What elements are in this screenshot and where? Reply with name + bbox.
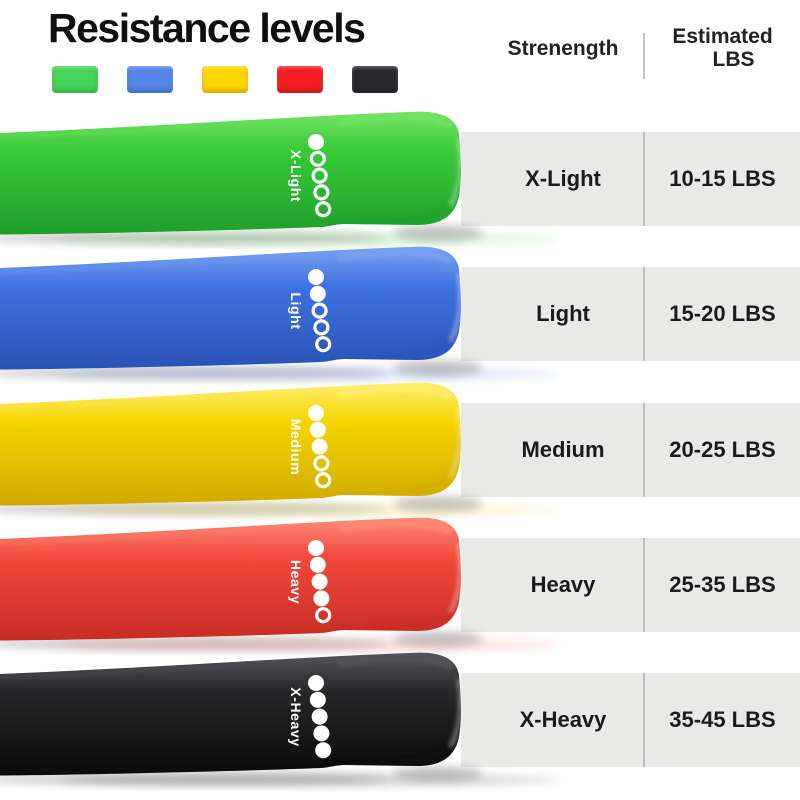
resistance-band-light: Light: [0, 246, 560, 381]
resistance-band-x-heavy: X-Heavy: [0, 652, 560, 787]
lbs-cell: 25-35 LBS: [669, 572, 776, 597]
band-curl-shadow: [393, 225, 483, 241]
band-curl-shadow: [393, 631, 483, 647]
level-dot-filled: [309, 285, 326, 302]
row-divider: [643, 267, 645, 361]
resistance-band-x-light: X-Light: [0, 111, 560, 246]
level-dot-empty: [313, 184, 330, 201]
swatch-red: [277, 66, 323, 93]
band-curl-shadow: [393, 360, 483, 376]
level-dot-filled: [308, 405, 324, 421]
level-dot-filled: [313, 725, 330, 742]
level-dot-empty: [315, 607, 332, 624]
page-title: Resistance levels: [48, 5, 366, 51]
level-dot-empty: [315, 201, 332, 218]
level-dot-filled: [308, 134, 324, 150]
band-label: Heavy: [288, 560, 304, 604]
column-header-estimated-lbs: Estimated LBS: [645, 25, 800, 71]
level-dot-empty: [313, 319, 330, 336]
strength-cell: Light: [536, 301, 590, 326]
level-dot-filled: [315, 742, 332, 759]
band-label: Medium: [288, 419, 304, 476]
level-dot-filled: [311, 573, 328, 590]
strength-cell: Medium: [521, 437, 605, 462]
table-row: Heavy 25-35 LBS: [461, 538, 800, 632]
band-body: [0, 652, 461, 776]
level-dot-filled: [309, 556, 326, 573]
level-dot-empty: [311, 167, 328, 184]
column-header-estimated-line1: Estimated: [672, 25, 773, 48]
level-dot-filled: [309, 421, 326, 438]
column-header-strength: Strenength: [507, 37, 619, 60]
band-label: X-Light: [288, 150, 304, 202]
level-dot-empty: [309, 150, 326, 167]
band-body: [0, 517, 461, 641]
resistance-band-heavy: Heavy: [0, 517, 560, 652]
swatch-yellow: [202, 66, 248, 93]
swatch-green: [52, 66, 98, 93]
band-curl-shadow: [393, 766, 483, 782]
lbs-cell: 20-25 LBS: [669, 437, 776, 462]
strength-cell: X-Light: [525, 166, 601, 191]
lbs-cell: 15-20 LBS: [669, 301, 776, 326]
level-dot-filled: [311, 438, 328, 455]
table-row: Light 15-20 LBS: [461, 267, 800, 361]
row-divider: [643, 673, 645, 767]
table-row: X-Light 10-15 LBS: [461, 132, 800, 226]
lbs-cell: 10-15 LBS: [669, 166, 776, 191]
resistance-band-medium: Medium: [0, 382, 560, 517]
row-divider: [643, 403, 645, 497]
row-divider: [643, 538, 645, 632]
level-dot-empty: [315, 336, 332, 353]
band-body: [0, 111, 461, 235]
table-row: Medium 20-25 LBS: [461, 403, 800, 497]
level-dot-filled: [308, 675, 324, 691]
swatch-blue: [127, 66, 173, 93]
swatch-black: [352, 66, 398, 93]
strength-cell: X-Heavy: [519, 707, 607, 732]
strength-cell: Heavy: [530, 572, 596, 597]
level-dot-filled: [308, 269, 324, 285]
band-label: Light: [288, 292, 304, 329]
band-body: [0, 246, 461, 370]
lbs-cell: 35-45 LBS: [669, 707, 776, 732]
level-dot-empty: [313, 455, 330, 472]
header-divider: [643, 33, 645, 79]
table-row: X-Heavy 35-45 LBS: [461, 673, 800, 767]
row-divider: [643, 132, 645, 226]
level-dot-empty: [311, 302, 328, 319]
level-dot-filled: [313, 590, 330, 607]
level-dot-filled: [311, 708, 328, 725]
band-curl-shadow: [393, 496, 483, 512]
band-color-glow: [60, 773, 560, 787]
level-dot-filled: [309, 691, 326, 708]
column-header-estimated-line2: LBS: [712, 48, 755, 71]
band-label: X-Heavy: [288, 687, 304, 746]
band-body: [0, 382, 461, 506]
level-dot-empty: [315, 472, 332, 489]
level-dot-filled: [308, 540, 324, 556]
